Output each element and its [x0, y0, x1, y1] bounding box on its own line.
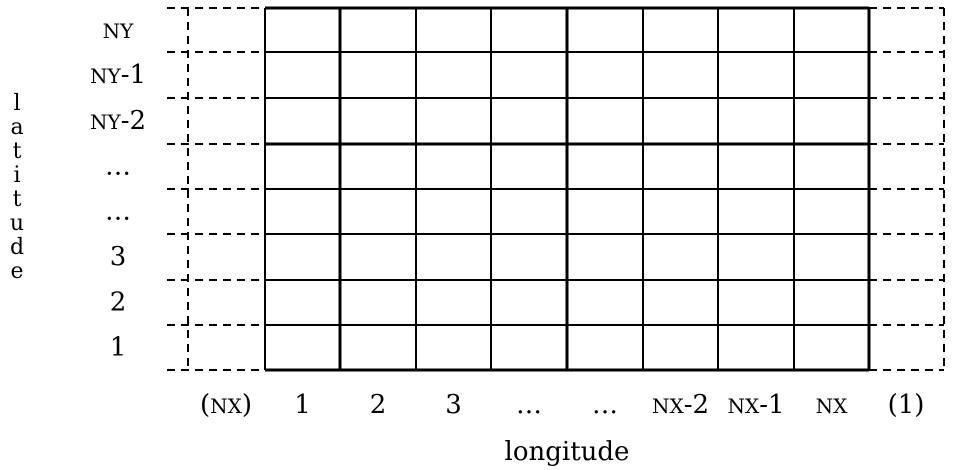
row-label: 1	[110, 333, 127, 363]
y-axis-letter: t	[13, 139, 22, 164]
column-label: 2	[370, 390, 387, 420]
row-label: 2	[110, 288, 127, 318]
y-axis-letter: a	[10, 115, 23, 140]
right-halo-label: (1)	[888, 390, 925, 420]
row-label: NY	[103, 19, 135, 43]
grid-lines	[167, 6, 945, 372]
x-axis-label: longitude	[505, 437, 630, 467]
row-label: NY-2	[90, 106, 146, 136]
y-axis-letter: e	[10, 259, 23, 284]
y-axis-letter: i	[13, 163, 20, 188]
column-labels: 1 2 3 … … NX-2 NX-1 NX	[294, 390, 848, 420]
row-label: …	[105, 152, 131, 182]
row-labels: NY NY-1 NY-2 … … 3 2 1	[90, 19, 146, 363]
y-axis-letter: t	[13, 187, 22, 212]
column-label: 3	[445, 390, 462, 420]
y-axis-letter: u	[10, 211, 24, 236]
y-axis-letter: d	[10, 235, 24, 260]
column-label: NX-1	[727, 390, 784, 420]
column-label: NX-2	[652, 390, 709, 420]
column-label: NX	[816, 394, 849, 418]
column-label: 1	[294, 390, 311, 420]
row-label: NY-1	[90, 60, 146, 90]
row-label: …	[105, 197, 131, 227]
row-label: 3	[110, 242, 127, 272]
column-label: …	[516, 390, 542, 420]
y-axis-letter: l	[13, 91, 20, 116]
column-label: …	[592, 390, 618, 420]
left-halo-label: (NX)	[200, 390, 252, 420]
